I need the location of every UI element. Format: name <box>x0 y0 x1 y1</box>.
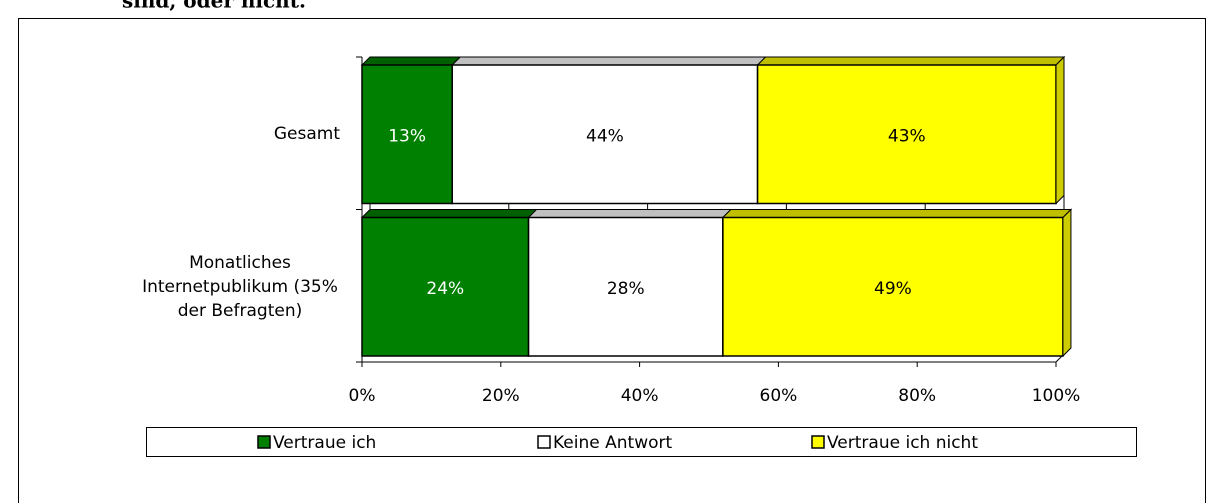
legend-box <box>146 427 1137 457</box>
bar <box>361 64 453 205</box>
legend-swatch <box>537 435 551 449</box>
bar-side <box>1062 208 1072 358</box>
bar-top <box>360 56 462 66</box>
x-tick-label: 20% <box>482 386 520 406</box>
x-tick-label: 80% <box>898 386 936 406</box>
value-label: 13% <box>388 126 426 146</box>
legend-swatch <box>257 435 271 449</box>
frame <box>18 18 1206 503</box>
y-tick-label: Monatliches Internetpublikum (35% der Be… <box>142 252 338 321</box>
x-tick-label: 0% <box>349 386 376 406</box>
legend-label: Vertraue ich nicht <box>827 433 978 453</box>
legend-label: Vertraue ich <box>273 433 376 453</box>
caption: sind, oder nicht. <box>122 0 306 13</box>
y-tick-label-box: Monatliches Internetpublikum (35% der Be… <box>140 227 340 347</box>
value-label: 43% <box>888 126 926 146</box>
bar-side <box>1055 55 1065 205</box>
bar <box>756 64 1057 205</box>
value-label: 24% <box>426 279 464 299</box>
legend-label: Keine Antwort <box>553 433 672 453</box>
bar-top <box>721 209 1073 218</box>
bar-top <box>527 209 733 218</box>
x-tick-label: 100% <box>1032 386 1081 406</box>
x-tick-label: 60% <box>760 386 798 406</box>
x-tick-label: 40% <box>621 386 659 406</box>
bar <box>527 216 724 357</box>
bar-top <box>756 56 1066 66</box>
value-label: 44% <box>586 126 624 146</box>
y-tick-label: Gesamt <box>273 124 340 145</box>
value-label: 28% <box>607 279 645 299</box>
bar <box>361 216 530 357</box>
bar <box>722 216 1064 357</box>
y-tick-label-box: Gesamt <box>274 74 340 194</box>
bar-top <box>360 209 538 218</box>
legend-swatch <box>811 435 825 449</box>
bar <box>451 64 759 205</box>
bar-top <box>451 56 767 66</box>
value-label: 49% <box>874 279 912 299</box>
